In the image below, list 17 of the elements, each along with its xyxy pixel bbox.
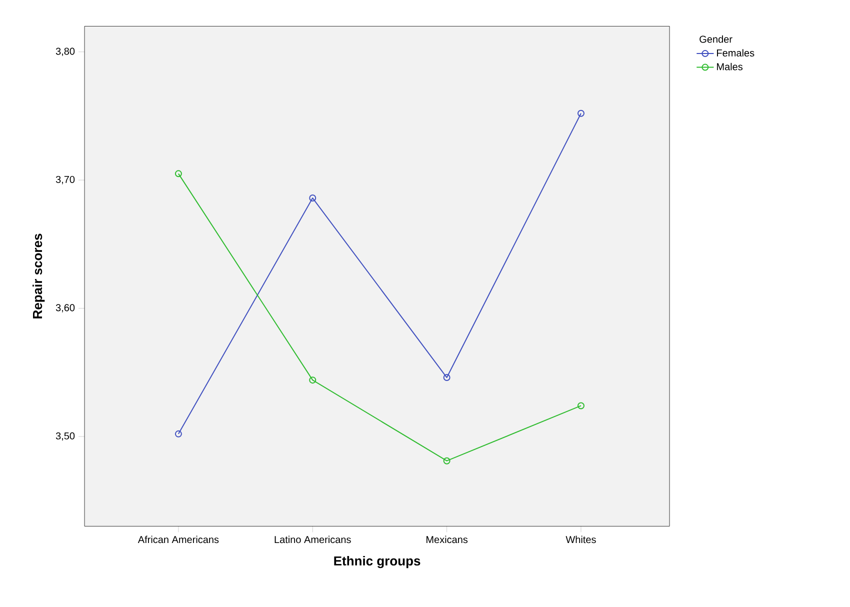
point [309,194,316,202]
point [443,374,450,382]
legend-label: Males [717,62,743,70]
x-tick-label: Latino Americans [274,536,351,544]
point [309,376,316,384]
legend-label: Females [717,49,754,57]
x-tick-label: Mexicans [426,536,468,544]
x-tick-label: Whites [566,536,596,544]
y-tick-label: 3,70 [56,176,75,184]
x-tick-label: African Americans [138,536,219,544]
y-axis-title: Repair scores [32,234,45,318]
point [443,457,450,464]
x-axis-title: Ethnic groups [334,556,420,568]
legend-title: Gender [700,35,732,43]
y-tick-label: 3,50 [56,432,75,441]
y-tick-label: 3,80 [56,48,75,56]
y-tick-label: 3,60 [56,304,75,312]
